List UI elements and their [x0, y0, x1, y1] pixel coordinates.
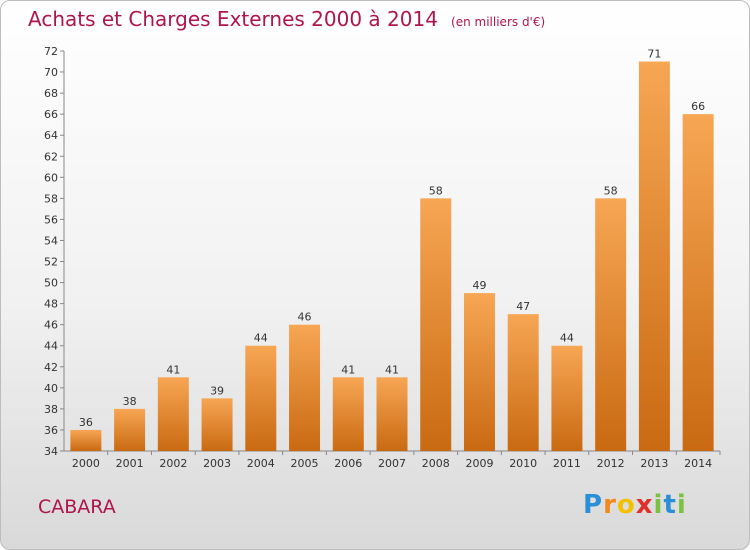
data-label-2001: 38 — [123, 395, 137, 408]
y-tick-label: 38 — [44, 403, 58, 416]
y-tick-label: 40 — [44, 382, 58, 395]
data-label-2004: 44 — [254, 332, 268, 345]
y-tick-label: 34 — [44, 445, 58, 458]
x-tick-label: 2001 — [116, 457, 144, 470]
x-tick-label: 2010 — [509, 457, 537, 470]
data-label-2005: 46 — [298, 311, 312, 324]
y-tick-label: 44 — [44, 340, 58, 353]
x-tick-label: 2009 — [465, 457, 493, 470]
data-label-2008: 58 — [429, 184, 443, 197]
bar-2014 — [682, 114, 714, 451]
y-tick-label: 36 — [44, 424, 58, 437]
x-tick-label: 2011 — [553, 457, 581, 470]
y-tick-label: 60 — [44, 171, 58, 184]
y-tick-label: 54 — [44, 234, 58, 247]
data-label-2010: 47 — [516, 300, 530, 313]
y-tick-label: 64 — [44, 129, 58, 142]
y-tick-label: 46 — [44, 319, 58, 332]
chart-title: Achats et Charges Externes 2000 à 2014 (… — [28, 7, 545, 31]
unit-text: (en milliers d'€) — [451, 15, 546, 29]
bar-2000 — [70, 429, 102, 451]
commune-name: CABARA — [38, 496, 116, 518]
x-tick-label: 2007 — [378, 457, 406, 470]
x-tick-label: 2003 — [203, 457, 231, 470]
bar-2013 — [638, 61, 670, 452]
x-tick-label: 2013 — [640, 457, 668, 470]
x-axis: 2000 2001 2002 2003 2004 2005 2006 2007 2008 2009… — [64, 450, 721, 470]
data-label-2009: 49 — [472, 279, 486, 292]
logo-letter: i — [653, 490, 664, 520]
bar-2006 — [332, 377, 364, 451]
bar-2003 — [201, 398, 233, 451]
data-label-2013: 71 — [647, 48, 661, 61]
y-tick-label: 68 — [44, 87, 58, 100]
logo-letter: t — [663, 490, 677, 520]
logo-letter: i — [676, 490, 687, 520]
logo-letter: x — [635, 490, 654, 520]
y-tick-label: 42 — [44, 361, 58, 374]
proxiti-logo: Proxiti — [583, 490, 687, 520]
data-labels: 36 38 41 39 44 46 41 41 58 49 47 44 58 71 66 — [79, 48, 705, 429]
x-tick-label: 2004 — [247, 457, 275, 470]
bar-2002 — [157, 377, 189, 451]
bar-2007 — [376, 377, 408, 451]
x-tick-label: 2005 — [291, 457, 319, 470]
bars — [70, 61, 714, 452]
bar-2008 — [420, 198, 452, 451]
x-tick-label: 2014 — [684, 457, 712, 470]
x-tick-label: 2008 — [422, 457, 450, 470]
title-text: Achats et Charges Externes 2000 à 2014 — [28, 7, 438, 31]
data-label-2011: 44 — [560, 332, 574, 345]
y-tick-label: 48 — [44, 298, 58, 311]
logo-letter: o — [616, 490, 636, 520]
bar-2010 — [507, 314, 539, 451]
logo-letter: P — [583, 490, 604, 520]
data-label-2003: 39 — [210, 384, 224, 397]
x-tick-label: 2006 — [334, 457, 362, 470]
y-axis: 34 36 38 40 42 44 46 48 50 52 54 56 58 60 62 64 66 68 70 72 — [44, 45, 65, 458]
data-label-2006: 41 — [341, 363, 355, 376]
y-tick-label: 62 — [44, 150, 58, 163]
y-tick-label: 52 — [44, 256, 58, 269]
bar-2012 — [595, 198, 627, 451]
x-tick-label: 2002 — [159, 457, 187, 470]
y-tick-label: 58 — [44, 192, 58, 205]
logo-letter: r — [603, 490, 617, 520]
data-label-2000: 36 — [79, 416, 93, 429]
x-tick-label: 2012 — [597, 457, 625, 470]
y-tick-label: 66 — [44, 108, 58, 121]
data-label-2014: 66 — [691, 100, 705, 113]
x-tick-label: 2000 — [72, 457, 100, 470]
y-tick-label: 50 — [44, 277, 58, 290]
bar-2001 — [114, 408, 146, 451]
data-label-2002: 41 — [166, 363, 180, 376]
bar-2005 — [289, 324, 321, 451]
bar-2004 — [245, 345, 277, 451]
data-label-2007: 41 — [385, 363, 399, 376]
bar-2011 — [551, 345, 583, 451]
bar-2009 — [463, 293, 495, 451]
y-tick-label: 70 — [44, 66, 58, 79]
y-tick-label: 56 — [44, 213, 58, 226]
data-label-2012: 58 — [604, 184, 618, 197]
y-tick-label: 72 — [44, 45, 58, 58]
